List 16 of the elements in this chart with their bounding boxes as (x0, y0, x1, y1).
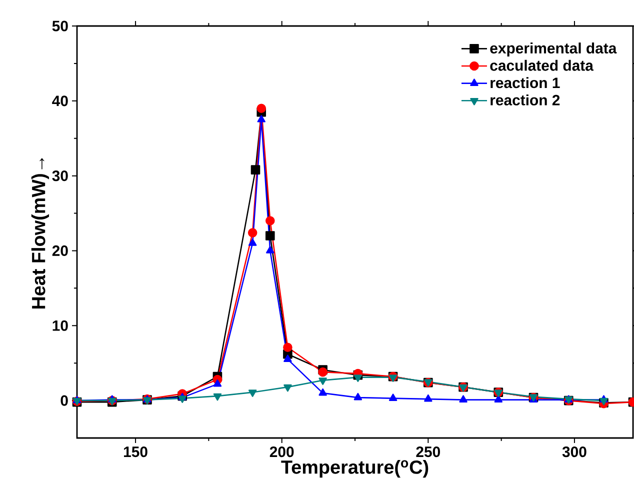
x-axis-title: Temperature($^{o}$C) (281, 460, 428, 478)
legend-label: reaction 2 (490, 94, 560, 106)
y-tick-label: 40 (52, 96, 68, 106)
legend-label: reaction 1 (490, 77, 560, 88)
legend-label: caculated data (490, 60, 594, 71)
y-tick-label: 0 (60, 395, 68, 406)
x-tick-label: 200 (270, 446, 294, 458)
y-tick-label: 20 (52, 245, 68, 256)
x-tick-label: 250 (416, 446, 440, 458)
x-tick-label: 300 (562, 446, 586, 458)
y-tick-label: 30 (52, 170, 68, 182)
y-tick-label: 50 (52, 20, 68, 32)
legend-label: experimental data (490, 42, 617, 56)
x-tick-label: 150 (124, 446, 148, 458)
y-tick-label: 10 (52, 320, 68, 331)
y-axis-title: Heat Flow(mW)→ (31, 158, 50, 309)
